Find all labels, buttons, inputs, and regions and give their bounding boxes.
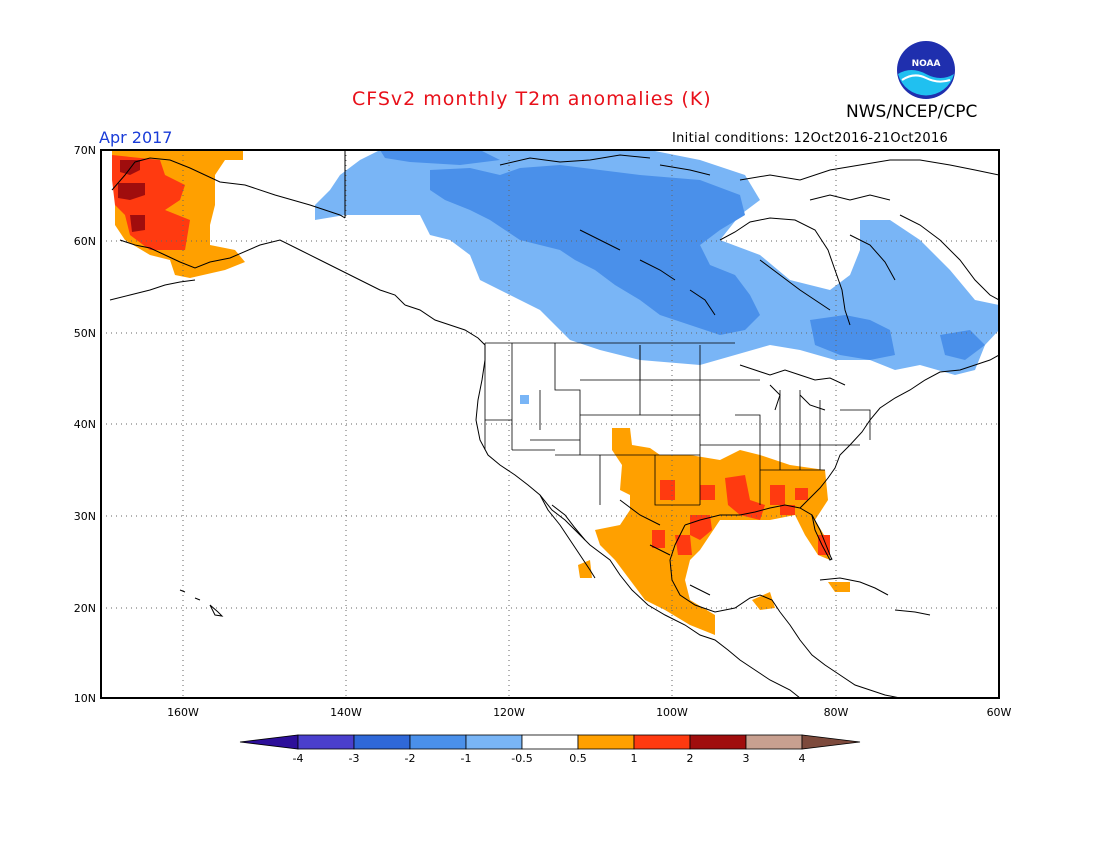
- anomaly-alaska-nw-warm: [118, 160, 145, 232]
- lat-label: 70N: [74, 144, 96, 157]
- noaa-logo: NOAA: [897, 41, 955, 99]
- noaa-logo-text: NOAA: [912, 59, 941, 69]
- colorbar-tick-label: 1: [631, 752, 638, 765]
- anomaly-baja-warm: [578, 560, 592, 578]
- lon-label: 80W: [824, 706, 849, 719]
- colorbar-low-arrow: [239, 734, 299, 750]
- plot-title: CFSv2 monthly T2m anomalies (K): [352, 88, 712, 110]
- anomaly-south-warm: [595, 428, 830, 635]
- colorbar-tick-label: -0.5: [511, 752, 532, 765]
- initial-conditions: Initial conditions: 12Oct2016-21Oct2016: [672, 131, 949, 146]
- anomaly-yucatan-warm: [752, 592, 775, 610]
- lon-axis: 160W 140W 120W 100W 80W 60W: [167, 706, 1011, 719]
- colorbar-high-arrow: [801, 734, 861, 750]
- colorbar-tick-label: -3: [349, 752, 360, 765]
- map-frame: [100, 149, 1000, 699]
- lon-label: 120W: [493, 706, 525, 719]
- colorbar-box: [633, 734, 691, 750]
- colorbar-box: [409, 734, 467, 750]
- anomaly-shading: [112, 150, 999, 635]
- lat-axis: 70N 60N 50N 40N 30N 20N 10N: [74, 144, 96, 705]
- colorbar-box: [577, 734, 635, 750]
- anomaly-canada-colder: [430, 165, 760, 335]
- lon-label: 140W: [330, 706, 362, 719]
- anomaly-north-cold: [380, 150, 500, 165]
- colorbar-box: [465, 734, 523, 750]
- colorbar: -4 -3 -2 -1 -0.5 0.5 1 2 3 4: [239, 734, 861, 765]
- anomaly-small-cold-cell: [520, 395, 529, 404]
- colorbar-tick-label: -4: [293, 752, 304, 765]
- colorbar-tick-label: 2: [687, 752, 694, 765]
- lat-label: 40N: [74, 418, 96, 431]
- anomaly-cuba-warm: [828, 582, 850, 592]
- anomaly-labrador-cold: [940, 330, 985, 360]
- colorbar-tick-label: 0.5: [569, 752, 587, 765]
- colorbar-box: [297, 734, 355, 750]
- colorbar-box: [521, 734, 579, 750]
- colorbar-box: [689, 734, 747, 750]
- lat-label: 20N: [74, 602, 96, 615]
- colorbar-tick-label: -2: [405, 752, 416, 765]
- lon-label: 60W: [987, 706, 1012, 719]
- colorbar-tick-label: 4: [799, 752, 806, 765]
- coastlines: [109, 150, 999, 698]
- colorbar-box: [745, 734, 803, 750]
- lon-label: 100W: [656, 706, 688, 719]
- lat-label: 30N: [74, 510, 96, 523]
- lat-label: 60N: [74, 235, 96, 248]
- agency-label: NWS/NCEP/CPC: [846, 102, 978, 122]
- anomaly-hudson-cold: [810, 315, 895, 360]
- lat-label: 10N: [74, 692, 96, 705]
- colorbar-box: [353, 734, 411, 750]
- forecast-month: Apr 2017: [99, 128, 173, 147]
- lat-label: 50N: [74, 327, 96, 340]
- colorbar-tick-label: 3: [743, 752, 750, 765]
- state-borders: [484, 342, 871, 506]
- colorbar-tick-label: -1: [461, 752, 472, 765]
- lon-label: 160W: [167, 706, 199, 719]
